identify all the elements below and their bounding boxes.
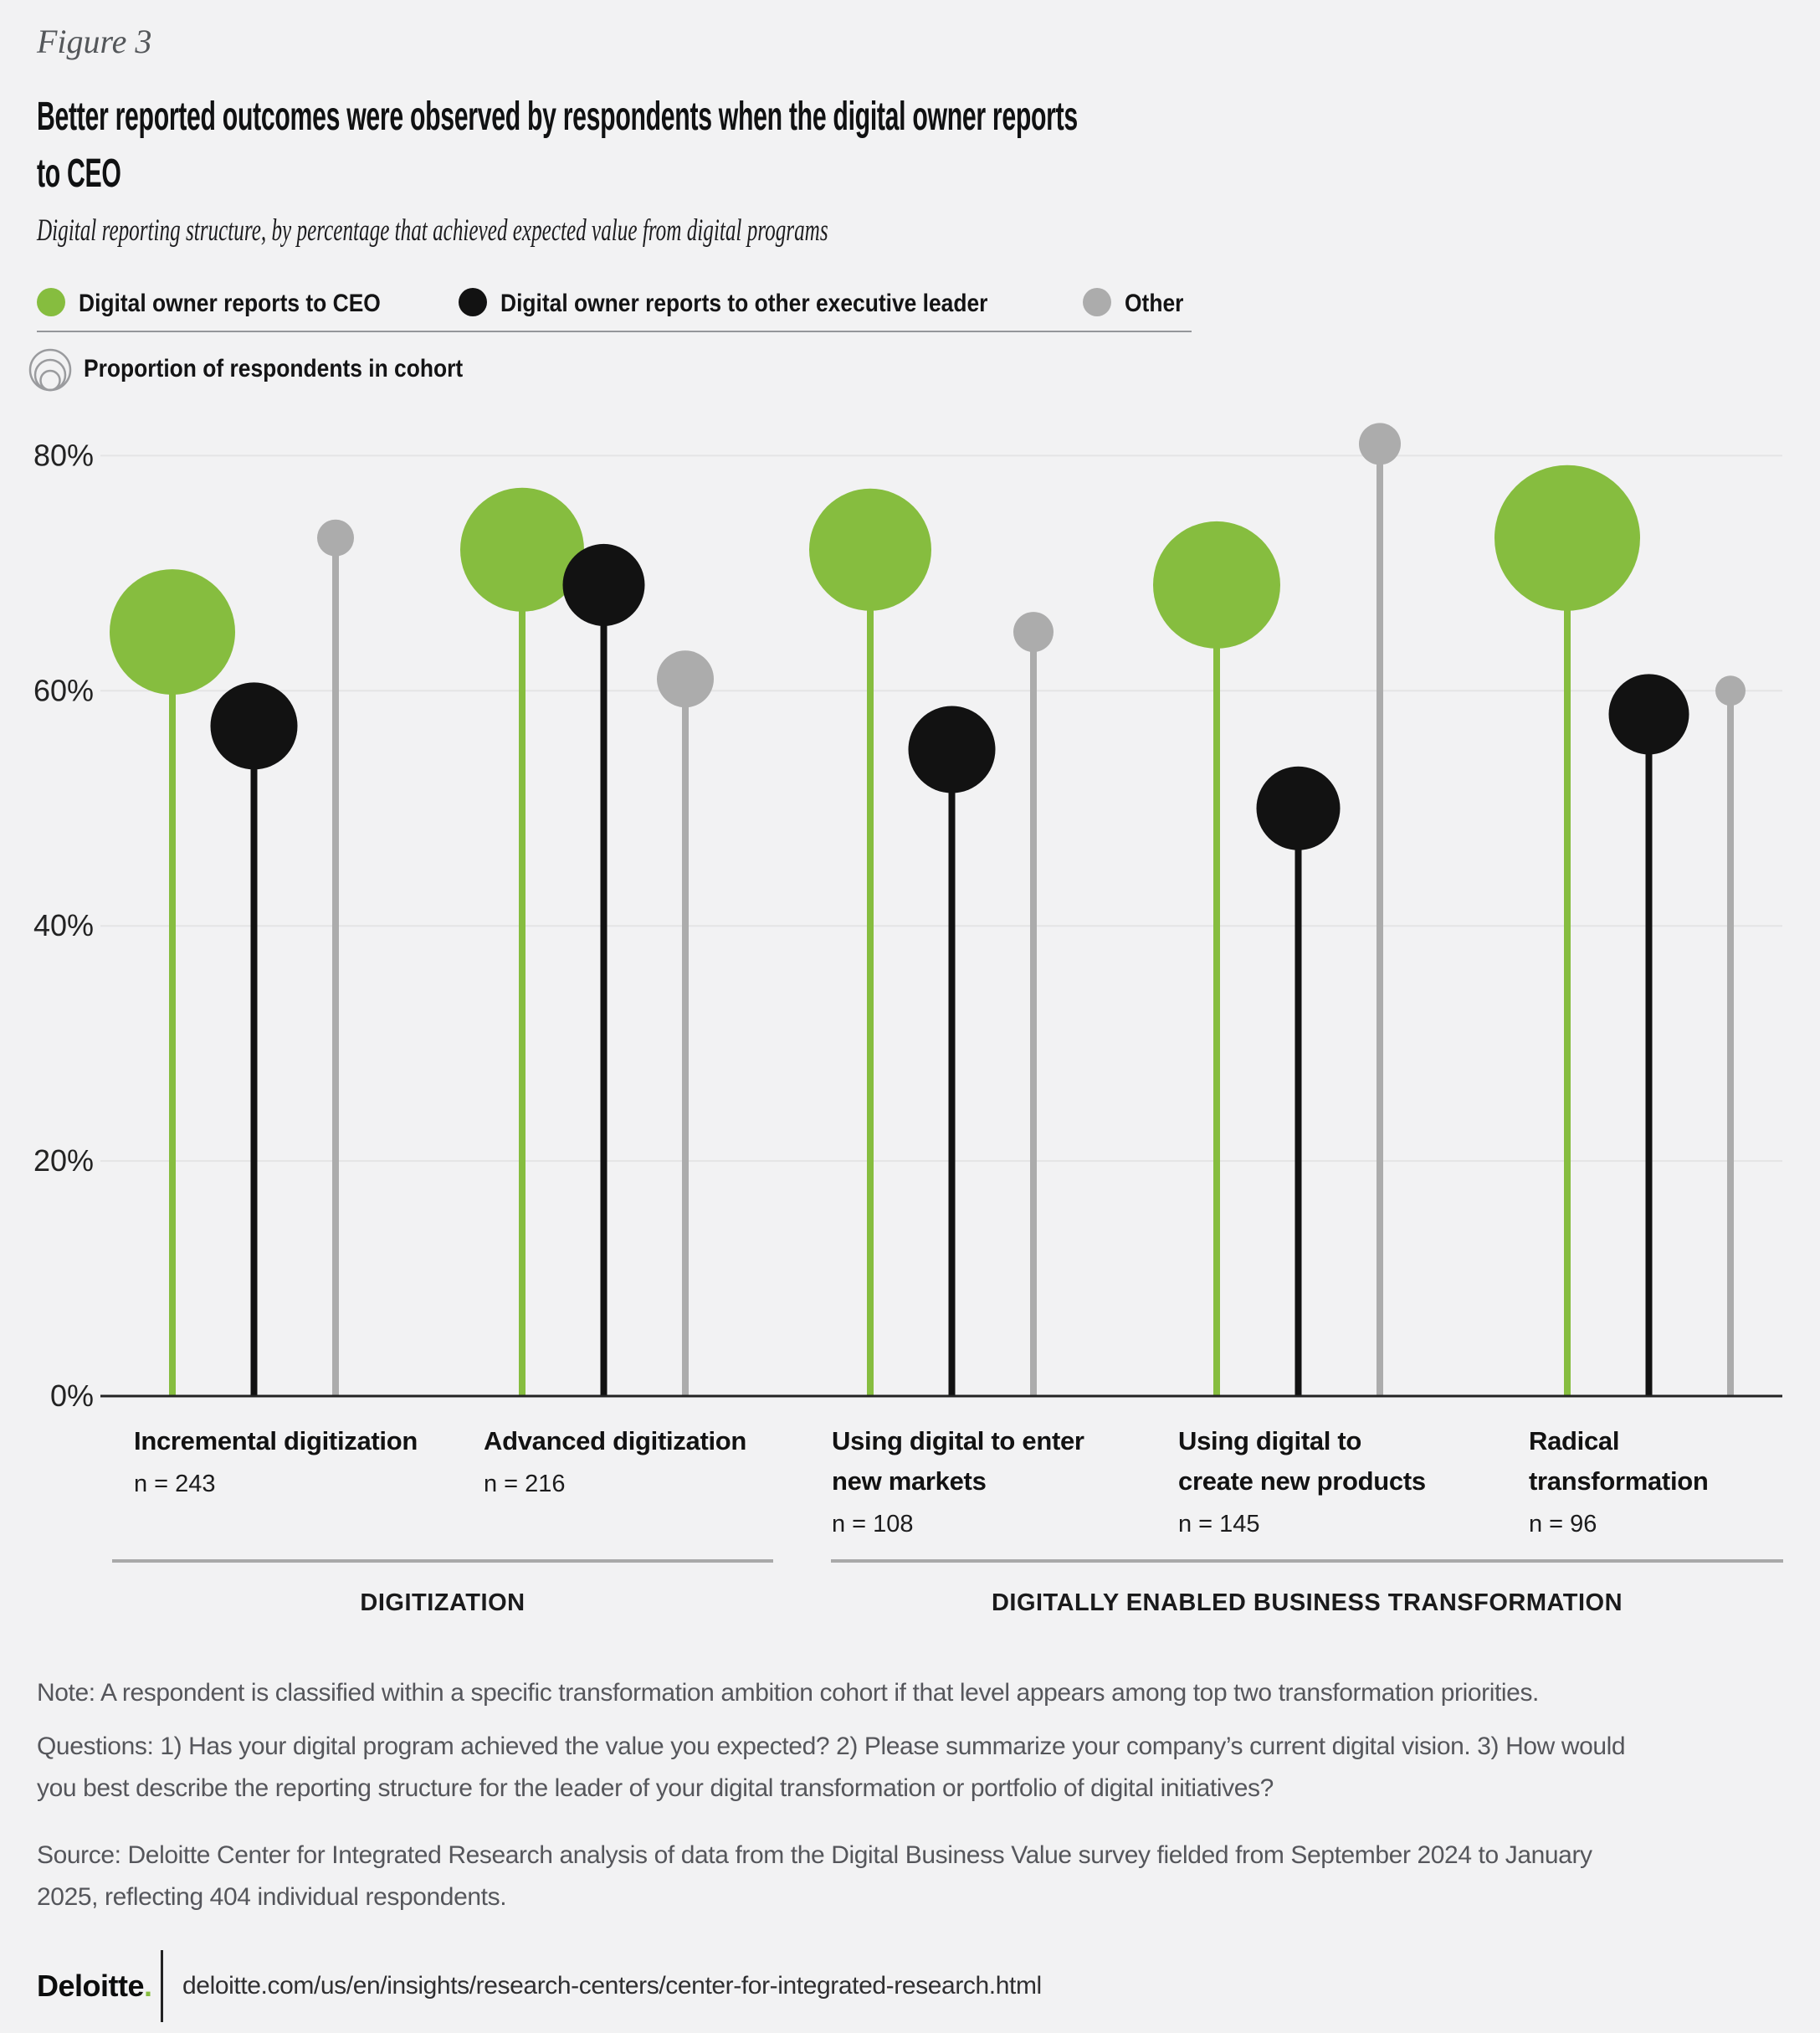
lollipop-dot-ceo (1153, 521, 1280, 649)
category-n-label: n = 145 (1178, 1511, 1260, 1538)
category-label: transformation (1529, 1466, 1709, 1496)
footer-url-link[interactable]: deloitte.com/us/en/insights/research-cen… (182, 1972, 1042, 2000)
lollipop-dot-ceo (809, 488, 931, 611)
lollipop-dot-ceo (460, 487, 584, 612)
chart-subtitle: Digital reporting structure, by percenta… (37, 213, 828, 248)
lollipop-dot-ceo (110, 569, 235, 696)
source-block: Source: Deloitte Center for Integrated R… (37, 1835, 1592, 1918)
proportion-circles-icon (28, 348, 72, 392)
source-line: 2025, reflecting 404 individual responde… (37, 1883, 507, 1911)
legend-divider (37, 331, 1192, 332)
category-n-label: n = 96 (1529, 1511, 1597, 1538)
questions-block: Questions: 1) Has your digital program a… (37, 1726, 1626, 1810)
category-label: Advanced digitization (484, 1426, 746, 1455)
section-label: DIGITALLY ENABLED BUSINESS TRANSFORMATIO… (992, 1589, 1623, 1616)
category-label: Incremental digitization (134, 1426, 418, 1455)
category-label: Radical (1529, 1426, 1619, 1455)
questions-line: Questions: 1) Has your digital program a… (37, 1733, 1626, 1760)
size-legend-label: Proportion of respondents in cohort (84, 355, 464, 382)
legend-label-ceo: Digital owner reports to CEO (79, 290, 381, 317)
deloitte-logo-text: Deloitte (37, 1969, 145, 2003)
legend-dot-ceo (37, 288, 65, 316)
category-n-label: n = 216 (484, 1471, 566, 1497)
y-tick-label: 20% (33, 1143, 94, 1178)
category-n-label: n = 108 (832, 1511, 914, 1538)
lollipop-dot-exec (1608, 674, 1689, 755)
category-label: Using digital to enter (832, 1426, 1084, 1455)
category-n-label: n = 243 (134, 1471, 216, 1497)
legend-label-other-exec: Digital owner reports to other executive… (500, 290, 988, 317)
lollipop-chart: 80% 60% 40% 20% 0% Incremental digitization n … (33, 423, 1783, 1616)
y-tick-label: 0% (50, 1378, 94, 1413)
source-line: Source: Deloitte Center for Integrated R… (37, 1841, 1592, 1869)
y-tick-label: 80% (33, 438, 94, 472)
deloitte-logo-dot: . (144, 1969, 152, 2003)
lollipop-dot-exec (1256, 766, 1341, 850)
note-block: Note: A respondent is classified within … (37, 1672, 1539, 1714)
lollipop-dot-other (657, 650, 714, 708)
note-line: Note: A respondent is classified within … (37, 1679, 1539, 1707)
legend-label-other: Other (1125, 290, 1184, 317)
chart-title-line-2: to CEO (37, 151, 121, 196)
deloitte-logo: Deloitte. (37, 1969, 152, 2004)
category-label: new markets (832, 1466, 987, 1496)
questions-line: you best describe the reporting structur… (37, 1774, 1274, 1802)
footer-divider (161, 1950, 163, 2022)
y-tick-label: 40% (33, 908, 94, 942)
category-label: create new products (1178, 1466, 1426, 1496)
lollipop-dot-other (1715, 675, 1746, 706)
lollipop-dot-exec (210, 682, 298, 770)
lollipop-dot-other (1013, 612, 1054, 653)
figure-number: Figure 3 (37, 23, 152, 60)
legend-dot-other-exec (459, 288, 487, 316)
legend-dot-other (1083, 288, 1111, 316)
section-label: DIGITIZATION (360, 1589, 525, 1616)
lollipop-dot-exec (562, 543, 645, 626)
lollipop-dot-other (1359, 423, 1401, 465)
y-tick-label: 60% (33, 673, 94, 707)
lollipop-dot-ceo (1494, 465, 1640, 611)
lollipop-dot-exec (908, 706, 996, 793)
chart-title-line-1: Better reported outcomes were observed b… (37, 95, 1078, 139)
category-label: Using digital to (1178, 1426, 1361, 1455)
lollipop-dot-other (317, 519, 354, 557)
